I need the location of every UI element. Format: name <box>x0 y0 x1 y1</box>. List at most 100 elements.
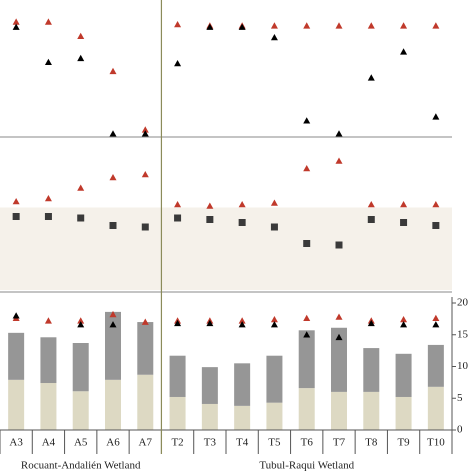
bar-segment <box>395 396 412 430</box>
triangle-marker <box>335 130 343 137</box>
triangle-marker <box>109 130 117 137</box>
triangle-marker <box>400 48 408 55</box>
bar-segment <box>8 379 25 430</box>
bar-segment <box>427 344 444 387</box>
triangle-marker <box>400 321 408 328</box>
square-marker <box>335 241 343 249</box>
bar-segment <box>331 391 347 430</box>
bar-segment <box>266 402 283 430</box>
bar-segment <box>331 327 347 392</box>
bar-segment <box>234 363 251 406</box>
bar-segment <box>40 383 57 430</box>
square-marker <box>141 223 149 231</box>
square-marker <box>12 213 20 220</box>
triangle-marker <box>432 321 440 328</box>
square-marker <box>206 216 214 223</box>
triangle-marker <box>367 201 375 208</box>
bar-segment <box>234 405 251 430</box>
triangle-marker <box>109 174 117 181</box>
x-tick-label: A4 <box>42 437 56 449</box>
triangle-marker <box>270 22 278 29</box>
triangle-marker <box>303 22 311 29</box>
triangle-marker <box>335 333 343 341</box>
triangle-marker <box>270 316 278 323</box>
x-tick-label: T10 <box>427 437 445 449</box>
triangle-marker <box>270 34 278 41</box>
bar-segment <box>137 374 154 430</box>
x-tick-label: T9 <box>397 437 410 449</box>
triangle-marker <box>77 32 85 39</box>
y-tick-label: 15 <box>457 328 469 340</box>
bar-segment <box>201 367 218 404</box>
square-marker <box>367 216 375 223</box>
bar-segment <box>169 355 186 397</box>
square-marker <box>44 213 52 220</box>
y-tick-label: 10 <box>457 360 469 372</box>
triangle-marker <box>270 321 278 328</box>
triangle-marker <box>303 331 311 338</box>
triangle-marker <box>400 316 408 323</box>
triangle-marker <box>367 22 375 29</box>
triangle-marker <box>432 22 440 29</box>
triangle-marker <box>77 317 85 324</box>
bar-segment <box>363 348 380 392</box>
triangle-marker <box>44 18 52 25</box>
triangle-marker <box>303 117 311 124</box>
square-marker <box>77 214 85 222</box>
square-marker <box>270 223 278 231</box>
square-marker <box>432 222 440 229</box>
triangle-marker <box>174 319 182 327</box>
triangle-marker <box>174 60 182 67</box>
x-tick-label: T2 <box>171 437 183 449</box>
shaded-band <box>0 207 452 290</box>
triangle-marker <box>367 74 375 81</box>
triangle-marker <box>174 201 182 208</box>
triangle-marker <box>303 165 311 172</box>
x-tick-label: T3 <box>204 437 217 449</box>
triangle-marker <box>400 201 408 208</box>
square-marker <box>400 219 408 226</box>
x-tick-label: A7 <box>139 437 153 449</box>
triangle-marker <box>12 18 20 25</box>
triangle-marker <box>109 310 117 318</box>
x-tick-label: T6 <box>301 437 314 449</box>
triangle-marker <box>12 23 20 30</box>
triangle-marker <box>238 201 246 208</box>
triangle-marker <box>238 23 246 30</box>
x-tick-label: T4 <box>236 437 249 449</box>
triangle-marker <box>77 184 85 191</box>
bar-segment <box>40 337 57 384</box>
bar-segment <box>298 330 315 389</box>
triangle-marker <box>432 113 440 120</box>
triangle-marker <box>174 21 182 28</box>
bar-segment <box>137 322 154 375</box>
triangle-marker <box>141 171 149 178</box>
triangle-marker <box>12 312 20 319</box>
triangle-marker <box>335 157 343 164</box>
bar-segment <box>266 355 283 403</box>
triangle-marker <box>109 67 117 75</box>
triangle-marker <box>206 202 214 209</box>
bar-segment <box>105 311 121 380</box>
triangle-marker <box>206 23 214 30</box>
bar-segment <box>427 386 444 430</box>
triangle-marker <box>12 198 20 205</box>
x-tick-label: A3 <box>9 437 23 449</box>
triangle-marker <box>270 199 278 206</box>
triangle-marker <box>400 22 408 29</box>
y-tick-label: 20 <box>457 297 469 309</box>
triangle-marker <box>44 58 52 65</box>
y-tick-label: 5 <box>457 392 463 404</box>
triangle-marker <box>141 130 149 137</box>
group-label: Tubul-Raqui Wetland <box>259 460 354 472</box>
triangle-marker <box>335 313 343 320</box>
x-tick-label: A6 <box>106 437 120 449</box>
square-marker <box>238 219 246 226</box>
square-marker <box>174 214 182 222</box>
x-tick-label: T7 <box>333 437 346 449</box>
bar-segment <box>169 396 186 430</box>
bar-segment <box>105 379 121 430</box>
triangle-marker <box>335 22 343 29</box>
bar-segment <box>72 391 89 430</box>
